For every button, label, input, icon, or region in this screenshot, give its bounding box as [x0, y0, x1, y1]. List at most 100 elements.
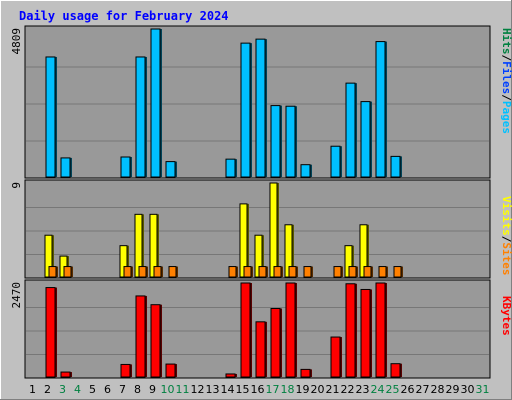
bar-kbytes-day-17	[270, 307, 281, 378]
bar-kbytes-day-8	[135, 295, 146, 378]
bar-hits-day-9	[150, 28, 161, 178]
bar-visits-day-15	[239, 203, 248, 278]
bar-hits-day-19	[300, 164, 311, 178]
x-tick-label-day-24: 24	[371, 383, 385, 396]
bar-kbytes-day-19	[300, 368, 311, 378]
y-max-label: 9	[10, 182, 23, 189]
bar-kbytes-day-22	[345, 283, 356, 378]
chart-panels: 4809 Hits/Files/Pages9Visits/Sites2470KBy…	[10, 25, 512, 379]
bar-hits-day-18	[285, 105, 296, 178]
x-tick-label-day-2: 2	[44, 383, 51, 396]
x-tick-label-day-17: 17	[266, 383, 280, 396]
bar-visits-day-17	[269, 182, 278, 278]
x-tick-label-day-6: 6	[104, 383, 111, 396]
x-tick-label-day-25: 25	[386, 383, 400, 396]
bar-hits-day-7	[120, 156, 131, 178]
bar-sites-day-10	[168, 266, 177, 278]
x-tick-label-day-14: 14	[221, 383, 235, 396]
bar-kbytes-day-24	[375, 282, 386, 378]
x-tick-label-day-26: 26	[401, 383, 415, 396]
bar-hits-day-24	[375, 41, 386, 178]
bar-hits-day-21	[330, 145, 341, 178]
x-tick-label-day-27: 27	[416, 383, 430, 396]
legend-visits-sites: Visits/Sites	[500, 196, 512, 276]
legend-kbytes: KBytes	[500, 296, 512, 336]
bar-hits-day-23	[360, 101, 371, 178]
bar-kbytes-day-7	[120, 363, 131, 378]
bar-hits-day-25	[390, 155, 401, 178]
bar-sites-day-22	[348, 266, 357, 278]
panel-hits-files-pages: 4809 Hits/Files/Pages	[10, 25, 512, 179]
chart-title: Daily usage for February 2024	[19, 9, 229, 23]
legend-entry: /	[500, 236, 512, 243]
panel-kbytes: 2470 KBytes	[10, 279, 512, 379]
legend-entry: KBytes	[500, 296, 512, 336]
x-tick-label-day-16: 16	[251, 383, 265, 396]
x-tick-label-day-22: 22	[341, 383, 355, 396]
legend-entry: Files	[500, 61, 512, 94]
bar-hits-day-14	[225, 158, 236, 178]
x-tick-label-day-28: 28	[431, 383, 445, 396]
legend-entry: Pages	[500, 101, 512, 134]
bar-sites-day-24	[378, 266, 387, 278]
bar-kbytes-day-3	[60, 371, 71, 378]
bar-sites-day-23	[363, 266, 372, 278]
bar-kbytes-day-15	[240, 282, 251, 378]
bar-hits-day-22	[345, 82, 356, 178]
x-tick-label-day-11: 11	[176, 383, 190, 396]
bar-sites-day-16	[258, 266, 267, 278]
bar-sites-day-14	[228, 266, 237, 278]
bar-sites-day-21	[333, 266, 342, 278]
bar-kbytes-day-14	[225, 373, 236, 378]
x-tick-label-day-4: 4	[74, 383, 81, 396]
bar-sites-day-15	[243, 266, 252, 278]
bar-sites-day-25	[393, 266, 402, 278]
legend-entry: /	[500, 55, 512, 62]
x-tick-label-day-31: 31	[476, 383, 490, 396]
x-tick-label-day-8: 8	[134, 383, 141, 396]
legend-entry: Hits	[500, 28, 512, 55]
bar-sites-day-9	[153, 266, 162, 278]
bar-sites-day-8	[138, 266, 147, 278]
x-tick-label-day-10: 10	[161, 383, 175, 396]
legend-entry: /	[500, 94, 512, 101]
bar-sites-day-17	[273, 266, 282, 278]
legend-entry: Visits	[500, 196, 512, 236]
legend-entry: Sites	[500, 242, 512, 275]
bar-sites-day-19	[303, 266, 312, 278]
bar-hits-day-17	[270, 105, 281, 178]
y-max-label: 2470	[10, 282, 23, 309]
bar-kbytes-day-16	[255, 321, 266, 378]
bar-hits-day-3	[60, 157, 71, 178]
bar-hits-day-10	[165, 161, 176, 178]
x-tick-label-day-1: 1	[29, 383, 36, 396]
bar-sites-day-7	[123, 266, 132, 278]
bar-sites-day-3	[63, 266, 72, 278]
x-tick-label-day-19: 19	[296, 383, 310, 396]
panel-visits-sites: 9 Visits/Sites	[10, 179, 512, 279]
bar-hits-day-16	[255, 38, 266, 178]
x-tick-label-day-20: 20	[311, 383, 325, 396]
bar-sites-day-2	[48, 266, 57, 278]
bar-kbytes-day-23	[360, 288, 371, 378]
x-tick-label-day-21: 21	[326, 383, 340, 396]
bar-kbytes-day-9	[150, 304, 161, 378]
x-tick-label-day-13: 13	[206, 383, 220, 396]
bar-hits-day-8	[135, 56, 146, 178]
legend-hits-files-pages: Hits/Files/Pages	[500, 28, 512, 134]
x-tick-label-day-15: 15	[236, 383, 250, 396]
y-max-label: 4809	[10, 28, 23, 55]
bar-kbytes-day-21	[330, 336, 341, 378]
bar-kbytes-day-25	[390, 363, 401, 378]
x-axis-ticks: 1 2 3 4 5 6 7 8 9 10 11 12 13 14 15 16 17 18 19 20 21 22 23 24 2…	[29, 383, 490, 396]
bar-kbytes-day-18	[285, 282, 296, 378]
x-tick-label-day-3: 3	[59, 383, 66, 396]
x-tick-label-day-9: 9	[149, 383, 156, 396]
x-tick-label-day-5: 5	[89, 383, 96, 396]
x-tick-label-day-30: 30	[461, 383, 475, 396]
x-tick-label-day-7: 7	[119, 383, 126, 396]
x-tick-label-day-12: 12	[191, 383, 205, 396]
x-tick-label-day-18: 18	[281, 383, 295, 396]
bar-hits-day-2	[45, 56, 56, 178]
